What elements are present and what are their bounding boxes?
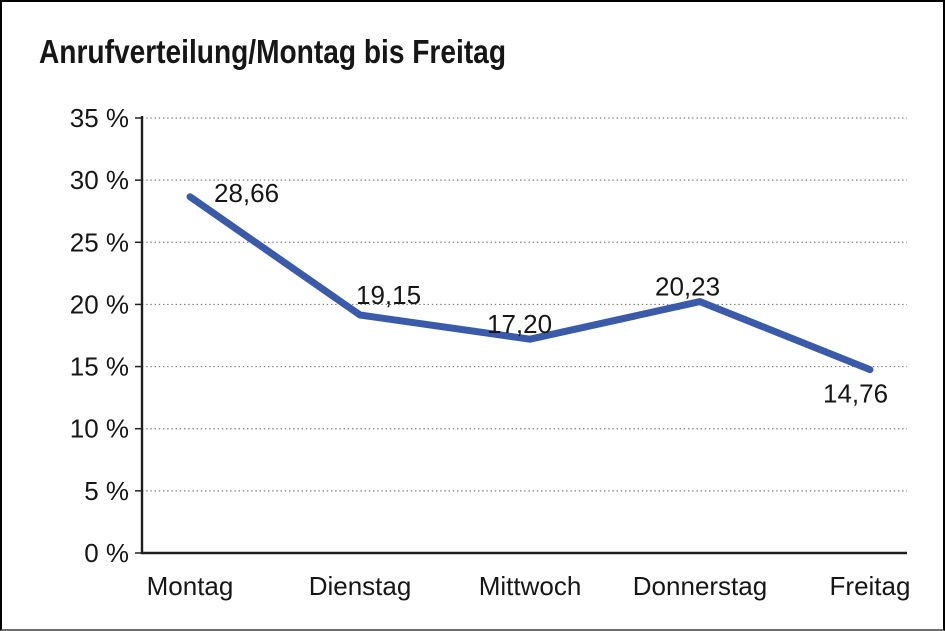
x-category-label: Donnerstag [633, 571, 767, 601]
y-tick-label: 5 % [84, 476, 129, 506]
chart-title: Anrufverteilung/Montag bis Freitag [39, 33, 506, 70]
data-point-label: 20,23 [655, 272, 720, 302]
x-category-label: Montag [147, 571, 234, 601]
data-line [186, 193, 874, 374]
y-tick-label: 10 % [70, 414, 129, 444]
y-tick-label: 30 % [70, 165, 129, 195]
data-point-label: 17,20 [487, 309, 552, 339]
y-tick-label: 15 % [70, 352, 129, 382]
y-tick-label: 0 % [84, 538, 129, 568]
x-category-label: Mittwoch [479, 571, 582, 601]
data-point-label: 14,76 [823, 379, 888, 409]
y-tick-label: 25 % [70, 227, 129, 257]
x-category-label: Dienstag [309, 571, 412, 601]
data-point-label: 19,15 [356, 280, 421, 310]
data-point-label: 28,66 [214, 178, 279, 208]
x-category-label: Freitag [830, 571, 911, 601]
y-tick-label: 35 % [70, 103, 129, 133]
y-tick-label: 20 % [70, 289, 129, 319]
